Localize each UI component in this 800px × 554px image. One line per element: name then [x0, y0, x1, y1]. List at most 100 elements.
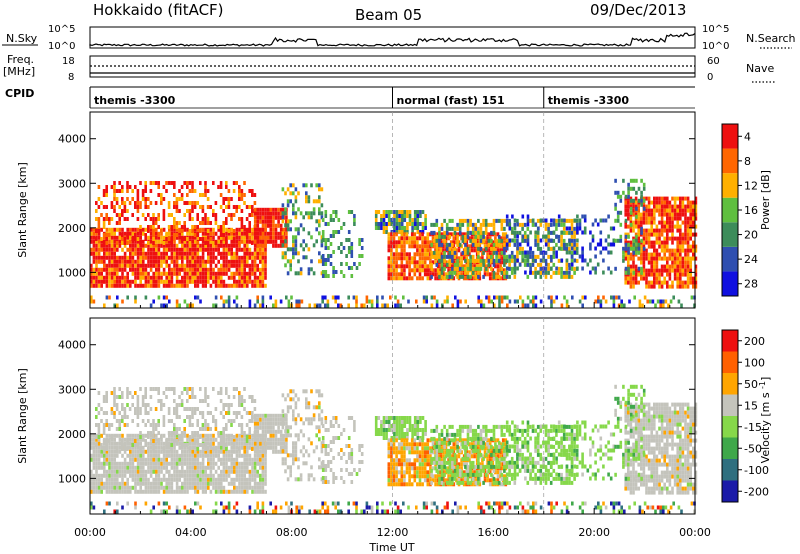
power-echo-cell	[692, 256, 695, 261]
velocity-echo-cell	[225, 465, 228, 470]
power-echo-cell	[207, 275, 210, 280]
power-echo-cell	[390, 222, 394, 226]
velocity-echo-cell	[157, 453, 161, 458]
power-echo-cell	[97, 259, 101, 264]
power-echo-cell	[191, 271, 194, 276]
power-echo-cell	[105, 213, 108, 217]
velocity-echo-cell	[246, 485, 249, 490]
power-echo-cell	[668, 228, 672, 233]
velocity-echo-cell	[134, 485, 137, 490]
power-echo-cell	[634, 196, 638, 201]
power-echo-cell	[539, 258, 543, 263]
velocity-echo-cell	[100, 433, 103, 438]
power-echo-cell	[248, 213, 251, 217]
power-echo-cell	[422, 299, 426, 304]
velocity-echo-cell	[217, 431, 220, 435]
power-echo-cell	[398, 214, 401, 218]
power-echo-cell	[387, 236, 391, 241]
power-echo-cell	[235, 267, 239, 272]
power-echo-cell	[663, 200, 666, 205]
power-echo-cell	[508, 254, 512, 259]
power-echo-cell	[607, 250, 610, 255]
power-echo-cell	[246, 259, 249, 264]
power-echo-cell	[299, 243, 303, 248]
power-echo-cell	[382, 218, 386, 222]
power-echo-cell	[416, 226, 420, 230]
power-echo-cell	[499, 260, 502, 265]
velocity-echo-cell	[188, 395, 192, 399]
power-echo-cell	[505, 234, 509, 239]
velocity-echo-cell	[103, 473, 106, 478]
velocity-echo-cell	[175, 457, 179, 462]
velocity-echo-cell	[240, 477, 244, 482]
power-echo-cell	[281, 203, 285, 208]
velocity-echo-cell	[261, 485, 265, 490]
power-echo-cell	[286, 247, 290, 252]
velocity-echo-cell	[142, 461, 145, 466]
power-echo-cell	[170, 275, 174, 280]
power-echo-cell	[95, 255, 98, 260]
power-echo-cell	[660, 196, 664, 201]
nave-tick-top: 60	[707, 56, 720, 67]
power-echo-cell	[513, 218, 517, 223]
power-echo-cell	[310, 211, 313, 216]
power-echo-cell	[565, 262, 569, 267]
velocity-echo-cell	[256, 457, 259, 462]
power-echo-cell	[640, 190, 643, 195]
power-echo-cell	[243, 239, 246, 244]
power-echo-cell	[90, 231, 93, 236]
power-echo-cell	[679, 200, 682, 205]
velocity-echo-cell	[261, 461, 265, 466]
power-echo-cell	[655, 252, 659, 257]
power-echo-cell	[448, 218, 452, 223]
power-echo-cell	[327, 258, 330, 262]
power-echo-cell	[681, 280, 685, 285]
power-echo-cell	[277, 243, 280, 248]
power-echo-cell	[186, 283, 189, 288]
velocity-echo-cell	[204, 453, 207, 458]
power-echo-cell	[434, 268, 437, 273]
power-echo-cell	[230, 247, 233, 252]
power-echo-cell	[147, 205, 150, 209]
velocity-echo-cell	[105, 411, 108, 415]
power-echo-cell	[222, 255, 226, 260]
power-echo-cell	[628, 299, 631, 304]
velocity-echo-cell	[155, 489, 158, 494]
power-echo-cell	[220, 271, 223, 276]
velocity-echo-cell	[180, 443, 184, 447]
power-echo-cell	[113, 181, 116, 185]
power-echo-cell	[277, 235, 280, 240]
velocity-echo-cell	[173, 433, 176, 438]
power-echo-cell	[500, 238, 504, 243]
power-echo-cell	[637, 272, 640, 277]
power-echo-cell	[113, 205, 116, 209]
power-echo-cell	[477, 266, 480, 271]
power-echo-cell	[194, 239, 197, 244]
power-echo-cell	[173, 227, 176, 232]
power-echo-cell	[230, 213, 233, 217]
power-echo-cell	[100, 243, 103, 248]
power-echo-cell	[614, 266, 617, 271]
power-echo-cell	[219, 229, 223, 233]
power-echo-cell	[578, 254, 582, 259]
velocity-echo-cell	[188, 477, 192, 482]
velocity-echo-cell	[253, 473, 257, 478]
power-echo-cell	[175, 279, 179, 284]
power-echo-cell	[673, 204, 677, 209]
velocity-echo-cell	[233, 485, 236, 490]
power-echo-cell	[421, 252, 424, 257]
power-echo-cell	[557, 258, 561, 263]
power-echo-cell	[261, 299, 265, 304]
velocity-echo-cell	[235, 449, 239, 454]
power-echo-cell	[181, 251, 184, 256]
power-echo-cell	[529, 218, 532, 223]
power-echo-cell	[516, 246, 519, 251]
velocity-echo-cell	[178, 457, 181, 462]
power-echo-cell	[526, 258, 530, 263]
power-echo-cell	[360, 303, 363, 308]
power-echo-cell	[686, 272, 690, 277]
velocity-echo-cell	[90, 469, 93, 474]
power-echo-cell	[424, 226, 427, 230]
power-echo-cell	[318, 219, 321, 224]
power-echo-cell	[666, 248, 669, 253]
